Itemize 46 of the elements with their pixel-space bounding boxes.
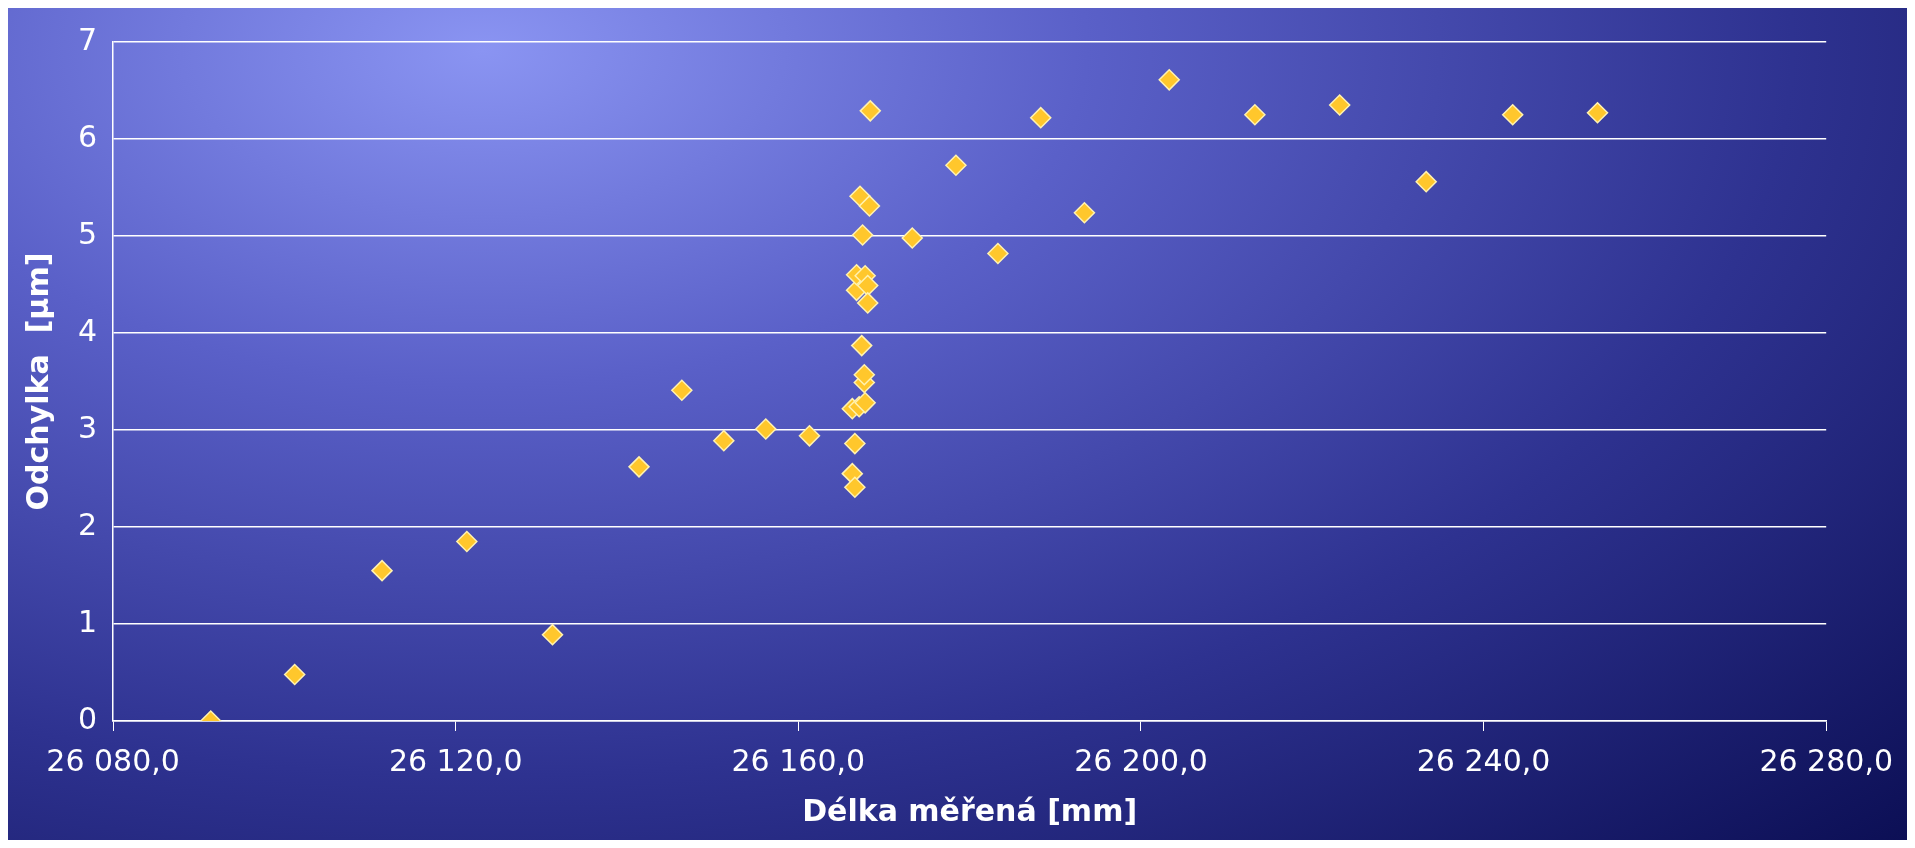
point — [371, 559, 393, 582]
point — [844, 476, 866, 498]
point — [1073, 201, 1096, 224]
point — [987, 242, 1009, 265]
point — [1501, 104, 1524, 126]
point — [1586, 102, 1609, 124]
point — [901, 227, 924, 249]
point — [859, 100, 882, 122]
point — [850, 334, 873, 357]
point — [283, 663, 306, 686]
point — [541, 623, 564, 646]
point — [755, 418, 777, 440]
y-tick-label: 1 — [77, 603, 98, 639]
point — [1244, 104, 1266, 126]
point — [1415, 170, 1437, 193]
point — [1328, 94, 1351, 116]
y-tick-label: 0 — [77, 700, 98, 736]
x-tick-label: 26 200,0 — [1074, 742, 1208, 778]
y-tick-label: 3 — [77, 409, 98, 445]
x-tick-label: 26 160,0 — [731, 742, 866, 778]
point — [851, 224, 874, 246]
point — [456, 530, 478, 553]
y-tick-label: 2 — [77, 506, 98, 542]
x-tick-label: 26 120,0 — [388, 742, 523, 778]
y-tick-label: 4 — [77, 312, 98, 348]
x-tick-label: 26 080,0 — [46, 742, 180, 778]
point — [858, 195, 881, 217]
point — [1158, 69, 1180, 91]
y-tick-label: 5 — [77, 215, 98, 251]
y-tick-label: 7 — [77, 21, 98, 57]
point — [1029, 106, 1052, 129]
x-axis-title: Délka měřená [mm] — [802, 792, 1138, 828]
point — [856, 274, 879, 297]
point — [671, 379, 693, 401]
point — [854, 392, 876, 414]
point — [844, 432, 866, 455]
point — [853, 363, 876, 386]
point — [798, 425, 821, 447]
y-tick-label: 6 — [77, 118, 98, 154]
x-tick-label: 26 280,0 — [1759, 742, 1893, 778]
point — [628, 456, 650, 478]
point — [856, 292, 879, 314]
point — [713, 429, 735, 452]
point — [945, 154, 967, 176]
x-tick-label: 26 240,0 — [1416, 742, 1551, 778]
y-axis-title: Odchylka [µm] — [19, 252, 55, 511]
